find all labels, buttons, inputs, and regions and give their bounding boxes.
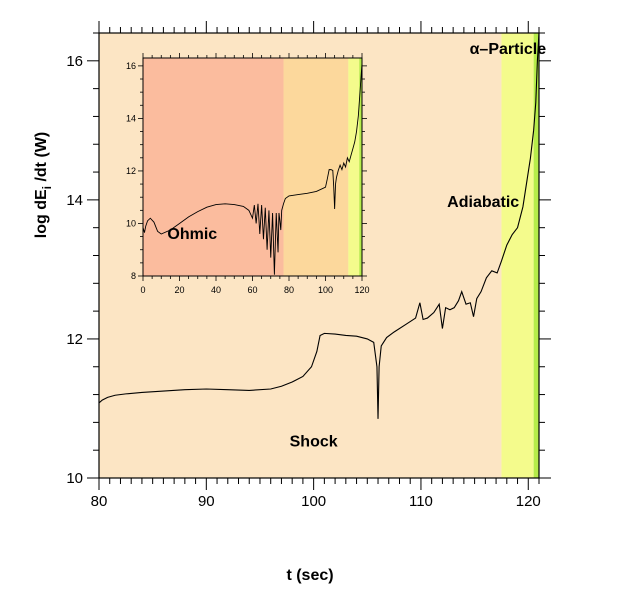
inset-x-tick-label: 80 [284, 285, 294, 295]
inset-x-tick-label: 20 [174, 285, 184, 295]
inset-series-line [142, 63, 363, 275]
y-axis-title-subscript: i [40, 186, 54, 189]
inset-y-tick-label: 10 [126, 218, 136, 228]
inset-y-tick-label: 14 [126, 113, 136, 123]
y-axis-title-main: log dE [33, 189, 50, 238]
main-region-2-alpha-particle [533, 33, 539, 478]
inset-x-tick-label: 100 [318, 285, 333, 295]
inset-region-0-ohmic [143, 58, 284, 276]
inset-region-1-shock [283, 58, 349, 276]
main-y-tick-label: 12 [66, 331, 83, 348]
inset-y-tick-label: 12 [126, 166, 136, 176]
inset-axis-ticks [138, 53, 367, 281]
region-label-main: Shock [290, 434, 338, 451]
inset-tick-labels: 0 20 40 60 80 100 120 8 10 12 14 16 [126, 61, 370, 295]
main-axis-ticks [87, 21, 551, 490]
inset-region-2-adiabatic [348, 58, 360, 276]
main-x-tick-label: 80 [91, 493, 108, 510]
inset-y-tick-label: 8 [131, 271, 136, 281]
main-region-1-adiabatic [501, 33, 534, 478]
inset-x-tick-label: 0 [140, 285, 145, 295]
y-axis-title: log dEi /dt (W) [33, 132, 54, 238]
inset-plot-frame [142, 57, 363, 277]
main-plot-frame [98, 32, 540, 479]
inset-x-tick-label: 120 [354, 285, 369, 295]
main-y-tick-label: 10 [66, 470, 83, 487]
inset-region-3-alpha-particle [359, 58, 362, 276]
main-x-tick-label: 90 [198, 493, 215, 510]
x-axis-title: t (sec) [286, 567, 333, 584]
inset-x-tick-label: 60 [247, 285, 257, 295]
main-x-tick-label: 110 [409, 493, 433, 510]
main-y-tick-label: 14 [66, 192, 83, 209]
region-label-main: Adiabatic [447, 194, 519, 211]
inset-x-tick-label: 40 [211, 285, 221, 295]
main-y-tick-label: 16 [66, 53, 83, 70]
region-labels: Shock Adiabatic α–Particle Ohmic [167, 41, 546, 451]
main-x-tick-label: 100 [301, 493, 326, 510]
inset-y-tick-label: 16 [126, 61, 136, 71]
main-x-tick-label: 120 [516, 493, 541, 510]
region-label-inset: Ohmic [167, 226, 217, 243]
main-series-line [98, 32, 540, 419]
y-axis-title-rest: /dt (W) [33, 132, 50, 186]
inset-region-bands [143, 58, 362, 276]
region-label-main: α–Particle [470, 41, 547, 58]
